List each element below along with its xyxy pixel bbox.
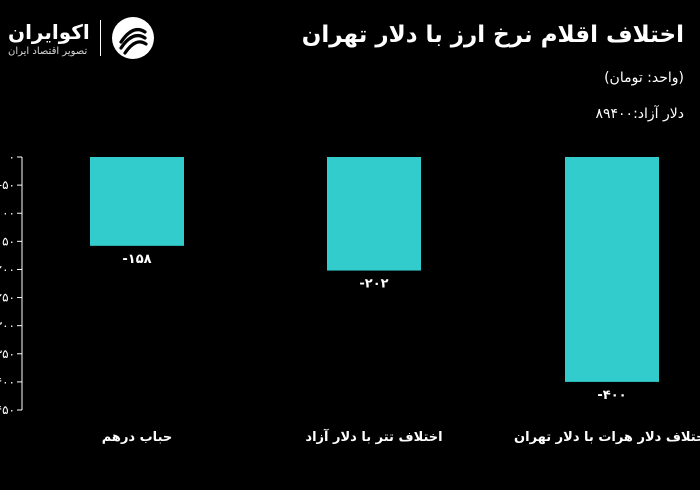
reference-label: دلار آزاد: <box>633 106 684 122</box>
y-tick-label: -۴۵۰ <box>0 403 15 417</box>
bar <box>565 157 659 382</box>
y-tick-label: -۲۵۰ <box>0 291 15 305</box>
brand-text: اکوایران تصویر اقتصاد ایران <box>8 20 90 57</box>
unit-note: (واحد: تومان) <box>604 70 684 86</box>
labels: -۴۰۰ اختلاف دلار هرات با دلار تهران -۲۰۲ اخ… <box>102 252 700 445</box>
brand-logo[interactable]: اکوایران تصویر اقتصاد ایران <box>8 16 155 60</box>
y-tick-label: -۱۰۰ <box>0 206 15 220</box>
reference-rate: دلار آزاد:۸۹۴۰۰ <box>595 106 684 122</box>
y-tick-label: -۴۰۰ <box>0 375 15 389</box>
bar <box>327 157 421 271</box>
bars <box>90 157 659 382</box>
data-label: -۱۵۸ <box>122 252 151 267</box>
data-label: -۲۰۲ <box>359 277 388 292</box>
category-label: اختلاف دلار هرات با دلار تهران <box>514 430 700 445</box>
y-tick-label: -۱۵۰ <box>0 234 15 248</box>
y-tick-label: -۵۰ <box>0 178 15 192</box>
category-label: حباب درهم <box>102 430 173 445</box>
brand-name: اکوایران <box>8 19 90 44</box>
reference-value: ۸۹۴۰۰ <box>595 106 634 122</box>
bar-chart: ۰ -۵۰ -۱۰۰ -۱۵۰ -۲۰۰ -۲۵۰ -۳۰۰ -۳۵۰ -۴۰۰ -۴۵۰ -۴۰… <box>0 150 700 445</box>
data-label: -۴۰۰ <box>597 388 626 403</box>
brand-tagline: تصویر اقتصاد ایران <box>8 45 88 57</box>
category-label: اختلاف تتر با دلار آزاد <box>305 428 442 445</box>
y-tick-label: -۳۵۰ <box>0 347 15 361</box>
y-axis: ۰ -۵۰ -۱۰۰ -۱۵۰ -۲۰۰ -۲۵۰ -۳۰۰ -۳۵۰ -۴۰۰ -۴۵۰ <box>0 150 23 417</box>
bar <box>90 157 184 246</box>
y-tick-label: -۳۰۰ <box>0 319 15 333</box>
brand-mark-icon <box>111 17 154 59</box>
y-tick-label: ۰ <box>9 150 15 164</box>
logo-divider <box>99 20 101 56</box>
chart-title: اختلاف اقلام نرخ ارز با دلار تهران <box>301 22 684 48</box>
chart-header: اکوایران تصویر اقتصاد ایران اختلاف اقلام… <box>0 0 700 150</box>
y-tick-label: -۲۰۰ <box>0 262 15 276</box>
